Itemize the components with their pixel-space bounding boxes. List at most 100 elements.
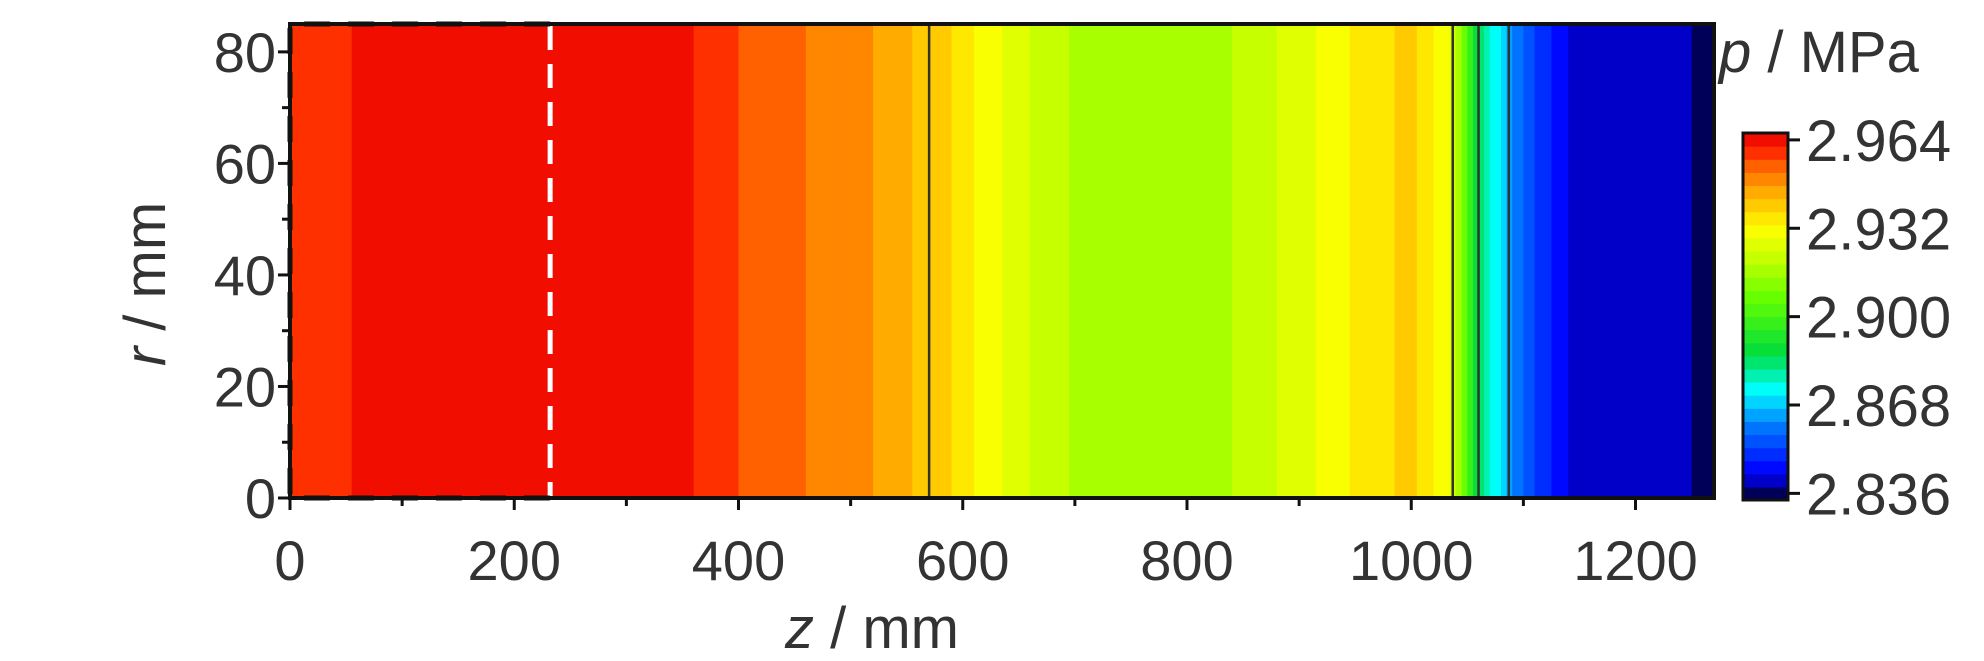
- colorbar-tick-label: 2.900: [1806, 286, 1951, 351]
- contour-band: [631, 24, 639, 498]
- contour-band: [760, 24, 768, 498]
- contour-band: [1035, 24, 1042, 498]
- contour-band: [1545, 24, 1553, 498]
- contour-band: [1641, 24, 1648, 498]
- contour-band: [996, 24, 1003, 498]
- contour-band: [856, 24, 863, 498]
- contour-band: [671, 24, 678, 498]
- contour-band: [458, 24, 465, 498]
- contour-band: [340, 24, 347, 498]
- contour-band: [929, 24, 936, 498]
- x-tick-label: 400: [692, 529, 785, 592]
- contour-band: [390, 24, 398, 498]
- contour-band: [553, 24, 560, 498]
- contour-band: [749, 24, 756, 498]
- contour-band: [1058, 24, 1065, 498]
- contour-band: [934, 24, 941, 498]
- contour-band: [463, 24, 471, 498]
- contour-band: [542, 24, 549, 498]
- contour-band: [1478, 24, 1485, 498]
- contour-band: [1192, 24, 1199, 498]
- contour-band: [1343, 24, 1351, 498]
- contour-band: [637, 24, 644, 498]
- contour-band: [1069, 24, 1076, 498]
- x-tick-label: 0: [274, 529, 305, 592]
- contour-band: [1646, 24, 1653, 498]
- contour-band: [1388, 24, 1396, 498]
- contour-band: [1691, 24, 1698, 498]
- contour-band: [1669, 24, 1676, 498]
- contour-band: [603, 24, 611, 498]
- contour-band: [1708, 24, 1714, 498]
- colorbar-segment: [1743, 133, 1788, 147]
- contour-band: [1663, 24, 1670, 498]
- contour-band: [301, 24, 308, 498]
- contour-band: [850, 24, 857, 498]
- contour-band: [536, 24, 543, 498]
- contour-band: [985, 24, 992, 498]
- contour-band: [1030, 24, 1037, 498]
- contour-band: [1304, 24, 1311, 498]
- contour-band: [1579, 24, 1586, 498]
- contour-band: [1568, 24, 1575, 498]
- contour-band: [1041, 24, 1048, 498]
- contour-band: [318, 24, 325, 498]
- contour-band: [732, 24, 740, 498]
- colorbar-segment: [1743, 146, 1788, 160]
- contour-band: [362, 24, 370, 498]
- contour-band: [497, 24, 504, 498]
- contour-band: [469, 24, 476, 498]
- contour-band: [800, 24, 807, 498]
- contour-band: [906, 24, 913, 498]
- contour-band: [1153, 24, 1160, 498]
- contour-band: [374, 24, 381, 498]
- contour-band: [357, 24, 364, 498]
- contour-band: [1433, 24, 1440, 498]
- contour-band: [1226, 24, 1233, 498]
- contour-band: [979, 24, 986, 498]
- contour-band: [1315, 24, 1323, 498]
- contour-band: [805, 24, 812, 498]
- contour-band: [525, 24, 532, 498]
- contour-band: [1489, 24, 1496, 498]
- contour-band: [1366, 24, 1373, 498]
- contour-band: [867, 24, 874, 498]
- contour-band: [704, 24, 712, 498]
- contour-band: [446, 24, 454, 498]
- contour-band: [581, 24, 588, 498]
- contour-band: [1259, 24, 1267, 498]
- contour-band: [592, 24, 599, 498]
- contour-band: [1456, 24, 1463, 498]
- contour-band: [1472, 24, 1480, 498]
- contour-band: [1332, 24, 1339, 498]
- colorbar-segment: [1743, 211, 1788, 226]
- contour-band: [665, 24, 672, 498]
- plot-frame: [288, 22, 1716, 500]
- contour-band: [716, 24, 723, 498]
- colorbar-segment: [1743, 159, 1788, 173]
- contour-band: [828, 24, 835, 498]
- colorbar: 2.836 2.868 2.900 2.932 2.964: [1741, 109, 1951, 527]
- colorbar-segment: [1743, 473, 1788, 488]
- contour-band: [1652, 24, 1659, 498]
- contour-band: [1685, 24, 1693, 498]
- contour-band: [839, 24, 846, 498]
- contour-band: [1024, 24, 1031, 498]
- contour-band: [1377, 24, 1384, 498]
- contour-band: [968, 24, 975, 498]
- contour-band: [329, 24, 336, 498]
- colorbar-segment: [1743, 316, 1788, 331]
- contour-band: [833, 24, 841, 498]
- contour-band: [514, 24, 521, 498]
- contour-band: [682, 24, 689, 498]
- colorbar-segment: [1743, 329, 1788, 344]
- contour-band: [923, 24, 930, 498]
- contour-band: [990, 24, 997, 498]
- contour-band: [559, 24, 566, 498]
- contour-band: [676, 24, 684, 498]
- colorbar-segment: [1743, 342, 1788, 357]
- contour-band: [1114, 24, 1121, 498]
- contour-band: [777, 24, 784, 498]
- contour-band: [1265, 24, 1272, 498]
- contour-band: [1590, 24, 1597, 498]
